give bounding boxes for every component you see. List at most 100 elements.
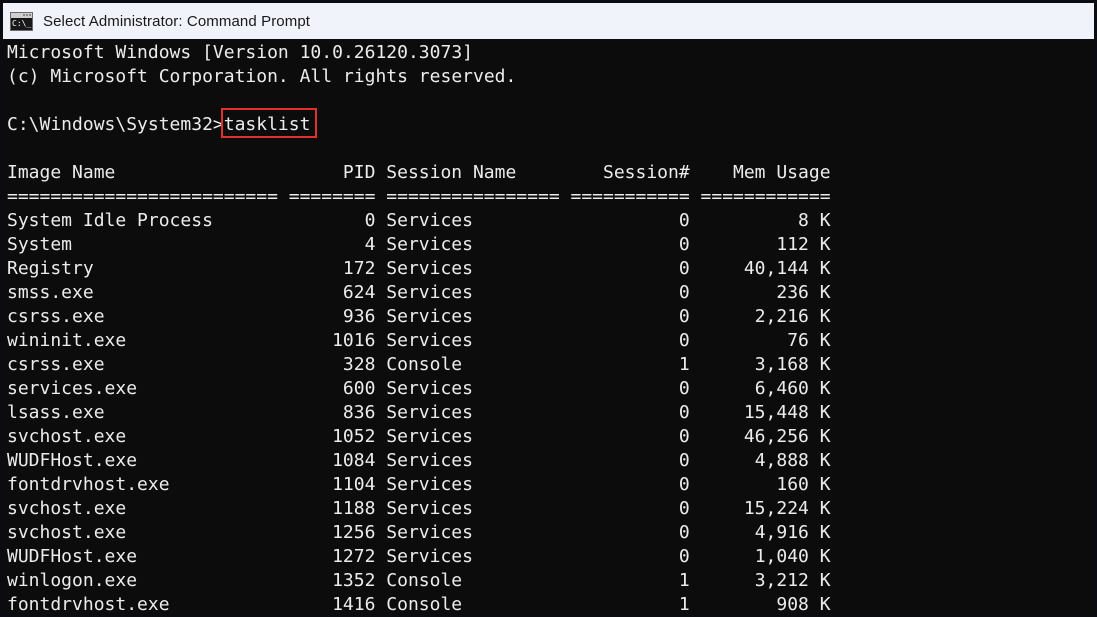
cell-session-num: 0 xyxy=(678,522,690,543)
cell-session-name: Services xyxy=(386,498,473,519)
cell-pid: 936 xyxy=(342,306,376,327)
cell-session-num: 0 xyxy=(678,378,690,399)
tasklist-row: System 4 Services 0 112 K xyxy=(7,233,1094,257)
cell-session-num: 0 xyxy=(678,426,690,447)
titlebar[interactable]: C:\_ Select Administrator: Command Promp… xyxy=(3,3,1094,39)
tasklist-row: lsass.exe 836 Services 0 15,448 K xyxy=(7,401,1094,425)
header-session-num: Session# xyxy=(602,162,690,183)
tasklist-separator-row: ========================= ======== =====… xyxy=(7,185,1094,209)
cell-mem-usage: 4,916 K xyxy=(754,522,831,543)
cell-image-name: lsass.exe xyxy=(7,402,105,423)
typed-command-tasklist: tasklist xyxy=(223,114,311,135)
blank-line xyxy=(7,137,1094,161)
banner-line-2: (c) Microsoft Corporation. All rights re… xyxy=(7,66,517,87)
cell-session-name: Services xyxy=(386,402,473,423)
cell-session-name: Console xyxy=(386,594,463,614)
cell-pid: 1188 xyxy=(332,498,376,519)
cell-mem-usage: 1,040 K xyxy=(754,546,831,567)
separator-session-name: ================ xyxy=(386,186,560,207)
cell-pid: 1416 xyxy=(332,594,376,614)
blank-line xyxy=(7,89,1094,113)
cell-session-num: 1 xyxy=(678,354,690,375)
cell-session-name: Services xyxy=(386,378,473,399)
header-pid: PID xyxy=(342,162,376,183)
cell-session-name: Services xyxy=(386,546,473,567)
cell-image-name: fontdrvhost.exe xyxy=(7,474,170,495)
cell-session-num: 0 xyxy=(678,210,690,231)
cell-mem-usage: 46,256 K xyxy=(743,426,831,447)
cell-pid: 4 xyxy=(364,234,376,255)
cell-session-name: Services xyxy=(386,258,473,279)
cell-session-name: Services xyxy=(386,282,473,303)
cell-session-name: Services xyxy=(386,330,473,351)
console-viewport[interactable]: Microsoft Windows [Version 10.0.26120.30… xyxy=(3,39,1094,614)
cell-pid: 1052 xyxy=(332,426,376,447)
cell-image-name: winlogon.exe xyxy=(7,570,138,591)
cell-image-name: svchost.exe xyxy=(7,426,127,447)
cell-image-name: WUDFHost.exe xyxy=(7,450,138,471)
cell-pid: 1256 xyxy=(332,522,376,543)
cell-mem-usage: 15,448 K xyxy=(743,402,831,423)
cell-mem-usage: 3,168 K xyxy=(754,354,831,375)
header-image-name: Image Name xyxy=(7,162,116,183)
cell-pid: 1272 xyxy=(332,546,376,567)
cell-image-name: fontdrvhost.exe xyxy=(7,594,170,614)
tasklist-row: WUDFHost.exe 1084 Services 0 4,888 K xyxy=(7,449,1094,473)
tasklist-row: smss.exe 624 Services 0 236 K xyxy=(7,281,1094,305)
header-session-name: Session Name xyxy=(386,162,517,183)
tasklist-row: winlogon.exe 1352 Console 1 3,212 K xyxy=(7,569,1094,593)
cell-mem-usage: 2,216 K xyxy=(754,306,831,327)
cell-pid: 1104 xyxy=(332,474,376,495)
tasklist-row: fontdrvhost.exe 1104 Services 0 160 K xyxy=(7,473,1094,497)
cell-mem-usage: 908 K xyxy=(776,594,831,614)
cell-mem-usage: 236 K xyxy=(776,282,831,303)
cell-session-num: 0 xyxy=(678,402,690,423)
cell-image-name: svchost.exe xyxy=(7,522,127,543)
cell-mem-usage: 160 K xyxy=(776,474,831,495)
cell-session-num: 0 xyxy=(678,498,690,519)
cell-mem-usage: 4,888 K xyxy=(754,450,831,471)
command-prompt-icon-titlebar xyxy=(11,12,32,18)
prompt-path: C:\Windows\System32> xyxy=(7,114,224,135)
cell-session-name: Services xyxy=(386,450,473,471)
command-prompt-icon[interactable]: C:\_ xyxy=(10,11,33,31)
tasklist-row: Registry 172 Services 0 40,144 K xyxy=(7,257,1094,281)
cell-mem-usage: 3,212 K xyxy=(754,570,831,591)
cell-session-num: 0 xyxy=(678,546,690,567)
cell-pid: 836 xyxy=(342,402,376,423)
cell-session-num: 0 xyxy=(678,282,690,303)
cell-session-num: 0 xyxy=(678,234,690,255)
command-prompt-icon-glyph: C:\_ xyxy=(12,18,32,28)
cell-mem-usage: 40,144 K xyxy=(743,258,831,279)
cell-session-name: Services xyxy=(386,234,473,255)
cell-session-num: 0 xyxy=(678,450,690,471)
header-mem-usage: Mem Usage xyxy=(733,162,831,183)
separator-image-name: ========================= xyxy=(7,186,278,207)
tasklist-row: services.exe 600 Services 0 6,460 K xyxy=(7,377,1094,401)
cell-session-name: Console xyxy=(386,354,463,375)
tasklist-row: fontdrvhost.exe 1416 Console 1 908 K xyxy=(7,593,1094,614)
cell-image-name: csrss.exe xyxy=(7,306,105,327)
separator-mem-usage: ============ xyxy=(700,186,831,207)
tasklist-row: wininit.exe 1016 Services 0 76 K xyxy=(7,329,1094,353)
cell-pid: 172 xyxy=(342,258,376,279)
cell-image-name: Registry xyxy=(7,258,94,279)
tasklist-row: csrss.exe 936 Services 0 2,216 K xyxy=(7,305,1094,329)
cell-mem-usage: 76 K xyxy=(787,330,831,351)
cell-image-name: System Idle Process xyxy=(7,210,213,231)
window-title: Select Administrator: Command Prompt xyxy=(43,12,311,30)
cell-mem-usage: 112 K xyxy=(776,234,831,255)
cell-pid: 1016 xyxy=(332,330,376,351)
cell-session-num: 0 xyxy=(678,306,690,327)
cell-mem-usage: 8 K xyxy=(798,210,831,231)
tasklist-rows: System Idle Process 0 Services 0 8 K Sys… xyxy=(7,209,1094,614)
tasklist-header-row: Image Name PID Session Name Session# Mem… xyxy=(7,161,1094,185)
cell-session-num: 0 xyxy=(678,258,690,279)
cell-session-num: 1 xyxy=(678,570,690,591)
separator-pid: ======== xyxy=(288,186,376,207)
cell-pid: 0 xyxy=(364,210,376,231)
tasklist-row: svchost.exe 1256 Services 0 4,916 K xyxy=(7,521,1094,545)
separator-session-num: =========== xyxy=(570,186,690,207)
cell-image-name: svchost.exe xyxy=(7,498,127,519)
cell-image-name: services.exe xyxy=(7,378,138,399)
